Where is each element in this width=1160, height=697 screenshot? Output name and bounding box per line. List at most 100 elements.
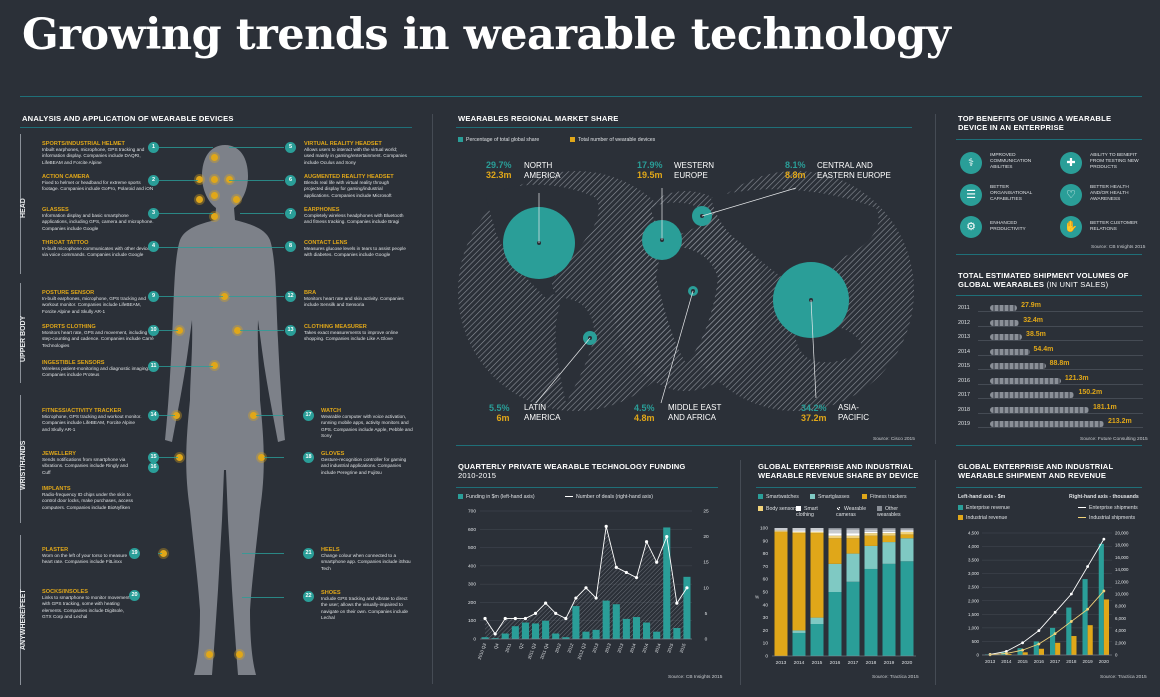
- legend-label: Other wearables: [877, 506, 901, 518]
- funding-bar: [632, 617, 641, 639]
- map-leaders: [535, 187, 817, 404]
- funding-bar: [663, 527, 671, 639]
- y-tick-label: 1,500: [968, 612, 980, 617]
- leader-2: [158, 180, 198, 181]
- x-tick-label: 2010 Q3: [477, 642, 488, 660]
- upper-bracket: [20, 283, 21, 383]
- legend-label: Fitness trackers: [870, 494, 907, 500]
- bydevice-header: GLOBAL ENTERPRISE AND INDUSTRIAL WEARABLE…: [758, 462, 919, 480]
- y-tick-label: 70: [763, 564, 769, 570]
- x-tick-label: 2011: [504, 642, 512, 653]
- y2-tick-label: 10,000: [1115, 592, 1129, 597]
- regional-source: Source: Cisco 2015: [873, 437, 915, 442]
- y-tick-label: 300: [468, 582, 476, 588]
- deals-point: [584, 586, 588, 590]
- region-mea: 4.5% 4.8m: [634, 403, 655, 423]
- header-line: QUARTERLY PRIVATE WEARABLE TECHNOLOGY FU…: [458, 462, 686, 471]
- leader-5: [229, 147, 284, 148]
- leader-18: [264, 457, 284, 458]
- device-ingestible-sensors: INGESTIBLE SENSORS Wireless patient-moni…: [42, 360, 154, 379]
- share-bar-segment: [846, 553, 860, 582]
- point-earphones: [233, 196, 240, 203]
- funding-bar: [673, 628, 681, 639]
- shipments-bottom-rule: [956, 445, 1142, 446]
- device-text: Monitors heart rate and skin activity. C…: [304, 296, 404, 308]
- device-title: BRA: [304, 290, 317, 296]
- point-watch: [250, 412, 257, 419]
- y-tick-label: 4,000: [968, 544, 980, 549]
- share-bar-segment: [864, 535, 878, 546]
- x-tick-label: 2013: [591, 642, 599, 653]
- shipment-baseline: [978, 383, 1143, 385]
- legend-enterprise-revenue: Enterprise revenue: [958, 505, 1010, 511]
- deals-point: [614, 565, 618, 569]
- region-name-line: LATIN: [524, 403, 547, 412]
- x-tick-label: 2015: [812, 660, 823, 666]
- y2-tick-label: 6,000: [1115, 616, 1127, 621]
- benefit-line: ABILITIES: [990, 165, 1013, 171]
- benefit-line: PRODUCTS: [1090, 165, 1117, 171]
- shipment-bar: [990, 363, 1046, 369]
- x-tick-label: 2012 Q3: [576, 642, 587, 660]
- region-num: 32.3m: [486, 170, 512, 180]
- y-tick-label: 0: [977, 653, 980, 658]
- device-text: Completely wireless headphones with Blue…: [304, 213, 404, 225]
- benefit-4: BETTER HEALTH AND/OR HEALTH AWARENESS: [1090, 185, 1129, 204]
- point-jewellery: [176, 454, 183, 461]
- point-helmet: [211, 154, 218, 161]
- legend-label: Smartglasses: [818, 494, 850, 500]
- y-tick-label: 50: [763, 590, 769, 596]
- y2-tick-label: 16,000: [1115, 555, 1129, 560]
- deals-point: [644, 540, 649, 544]
- device-text: Wearable computer with voice activation,…: [321, 414, 413, 439]
- marker-9: 9: [148, 291, 159, 302]
- shipment-baseline: [978, 412, 1143, 414]
- share-bar-segment: [774, 530, 788, 532]
- device-text: Allows users to interact with the virtua…: [304, 147, 407, 165]
- device-watch: WATCH Wearable computer with voice activ…: [321, 408, 413, 439]
- region-name-cee: CENTRAL AND EASTERN EUROPE: [817, 161, 891, 180]
- marker-13: 13: [285, 325, 296, 336]
- shipment-year: 2016: [958, 377, 970, 384]
- y-tick-label: 90: [763, 538, 769, 544]
- device-text: Fixed to helmet or headband for extreme …: [42, 180, 154, 192]
- benefit-line: ABILITY TO BENEFIT: [1090, 153, 1138, 158]
- share-bar-segment: [792, 530, 806, 532]
- device-title: HEELS: [321, 547, 340, 553]
- header-line: DEVICE IN AN ENTERPRISE: [958, 123, 1065, 132]
- region-num: 6m: [496, 413, 510, 423]
- share-bar-segment: [882, 533, 896, 536]
- region-pct: 5.5%: [489, 403, 510, 413]
- leader-4: [158, 247, 213, 248]
- device-title: POSTURE SENSOR: [42, 290, 95, 296]
- region-name-line: ASIA-: [838, 403, 859, 412]
- funding-legend-deals: Number of deals (right-hand axis): [565, 494, 653, 500]
- funding-bar: [491, 638, 499, 639]
- enterprise-shipments-point: [1102, 537, 1106, 541]
- y-tick-label: 0: [765, 654, 768, 660]
- shipment-bar: [990, 421, 1104, 427]
- shipment-value: 54.4m: [1033, 345, 1054, 353]
- device-text: Sends notifications from smartphone via …: [42, 457, 128, 475]
- title-rule: [20, 96, 1142, 97]
- share-bar-segment: [882, 529, 896, 532]
- device-text: Blends real life with virtual reality th…: [304, 180, 392, 198]
- shipment-row: 2016 121.3m: [958, 375, 1143, 387]
- leader-19: [158, 553, 162, 554]
- legend-label: Industrial shipments: [1089, 515, 1136, 521]
- shipment-baseline: [978, 340, 1143, 341]
- legend-label: Smart clothing: [796, 506, 818, 518]
- leader-11: [158, 366, 213, 367]
- device-title: SHOES: [321, 590, 341, 596]
- syringe-icon: ✚: [1060, 152, 1082, 174]
- x-tick-label: 2017: [848, 660, 859, 666]
- legend-industrial-shipments: Industrial shipments: [1078, 515, 1135, 521]
- analysis-rule: [20, 127, 412, 128]
- share-bar-segment: [864, 528, 878, 530]
- shipment-row: 2015 88.8m: [958, 360, 1143, 372]
- bydevice-rule: [756, 487, 916, 488]
- y-tick-label: 20: [763, 628, 769, 634]
- share-bar-segment: [810, 533, 824, 618]
- leader-8: [200, 247, 284, 248]
- y2-tick-label: 20,000: [1115, 531, 1129, 536]
